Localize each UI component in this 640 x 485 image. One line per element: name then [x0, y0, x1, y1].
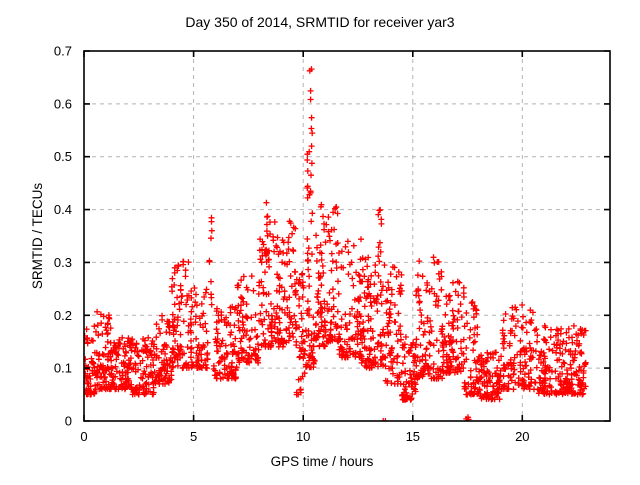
- y-tick-label: 0.3: [54, 255, 72, 270]
- x-tick-label: 5: [190, 429, 197, 444]
- gridlines: [84, 51, 610, 421]
- x-tick-label: 20: [515, 429, 529, 444]
- chart-title: Day 350 of 2014, SRMTID for receiver yar…: [185, 14, 454, 30]
- y-tick-label: 0.6: [54, 96, 72, 111]
- y-tick-labels: 0 0.1 0.2 0.3 0.4 0.5 0.6 0.7: [54, 44, 72, 429]
- y-tick-label: 0.2: [54, 308, 72, 323]
- y-axis-label: SRMTID / TECUs: [30, 183, 45, 290]
- x-tick-label: 10: [296, 429, 310, 444]
- y-tick-label: 0.7: [54, 44, 72, 59]
- axes: [83, 50, 611, 422]
- x-tick-label: 15: [406, 429, 420, 444]
- y-tick-label: 0.1: [54, 361, 72, 376]
- tick-marks: [83, 50, 610, 422]
- y-tick-label: 0: [65, 414, 72, 429]
- plot-border: [83, 50, 611, 422]
- x-axis-label: GPS time / hours: [271, 454, 374, 469]
- data-points: [84, 66, 589, 421]
- scatter-markers: [84, 66, 589, 421]
- x-tick-labels: 0 5 10 15 20: [80, 429, 529, 444]
- y-tick-label: 0.4: [54, 202, 72, 217]
- y-tick-label: 0.5: [54, 149, 72, 164]
- x-tick-label: 0: [80, 429, 87, 444]
